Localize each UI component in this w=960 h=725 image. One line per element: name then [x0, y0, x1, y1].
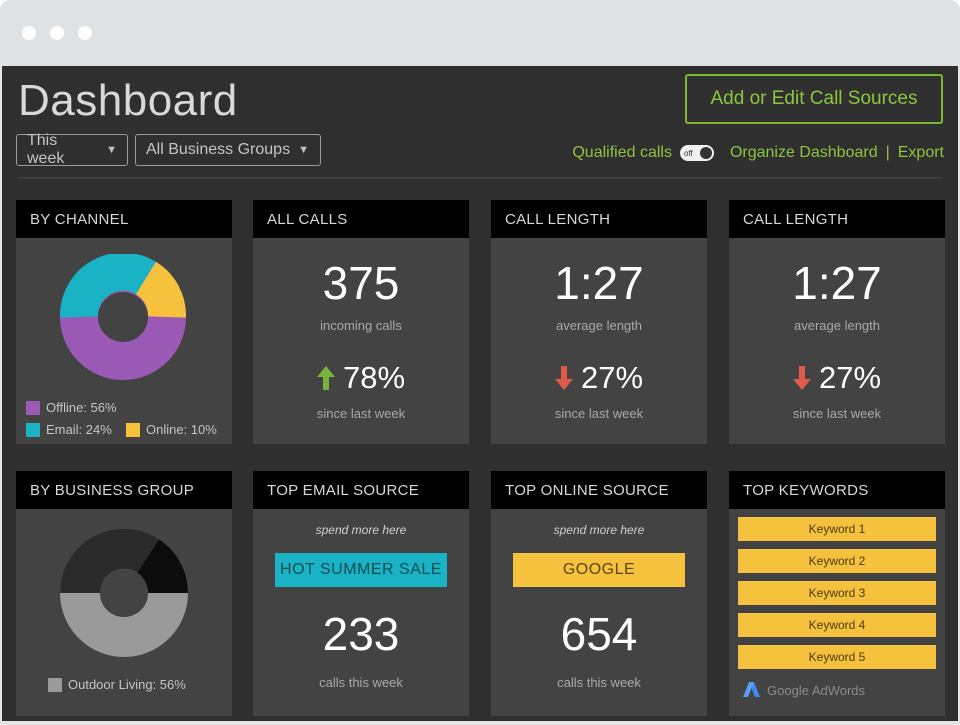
window-dot-icon: [50, 26, 64, 40]
business-group-select-value: All Business Groups: [146, 141, 291, 158]
change-label: since last week: [792, 406, 882, 421]
toggle-knob: [699, 147, 712, 159]
arrow-down-icon: [792, 366, 811, 390]
window-titlebar: [0, 0, 960, 66]
toggle-state-label: off: [683, 148, 693, 158]
legend-swatch: [26, 400, 40, 415]
chevron-down-icon: ▼: [106, 144, 117, 156]
legend-item-email: Email: 24%: [26, 422, 112, 437]
change-label: since last week: [316, 406, 406, 421]
period-select[interactable]: This week ▼: [16, 132, 128, 167]
legend-swatch: [48, 677, 62, 692]
add-edit-call-sources-button[interactable]: Add or Edit Call Sources: [685, 74, 943, 124]
card-title: TOP EMAIL SOURCE: [253, 471, 469, 509]
call-length-card-2: CALL LENGTH 1:27 average length 27% sinc…: [729, 200, 945, 444]
card-title: TOP KEYWORDS: [729, 471, 945, 509]
top-keywords-card: TOP KEYWORDS Keyword 1 Keyword 2 Keyword…: [729, 471, 945, 716]
card-title: TOP ONLINE SOURCE: [491, 471, 707, 509]
top-email-source-card: TOP EMAIL SOURCE spend more here HOT SUM…: [253, 471, 469, 716]
chevron-down-icon: ▼: [298, 144, 309, 156]
metric-change: 78%: [253, 360, 469, 396]
legend-item-online: Online: 10%: [126, 422, 217, 437]
legend-label: Email: 24%: [46, 422, 112, 437]
metric-label: incoming calls: [320, 318, 402, 333]
all-calls-card: ALL CALLS 375 incoming calls 78% since l…: [253, 200, 469, 444]
keyword-item[interactable]: Keyword 2: [738, 549, 936, 573]
call-length-card: CALL LENGTH 1:27 average length 27% sinc…: [491, 200, 707, 444]
google-adwords-logo: Google AdWords: [743, 681, 865, 699]
metric-value: 233: [322, 608, 400, 660]
metric-label: average length: [555, 318, 642, 333]
by-business-group-card: BY BUSINESS GROUP Outdoor Living: 56%: [16, 471, 232, 716]
donut-slice-online: [135, 261, 186, 318]
adwords-brand-label: Google AdWords: [767, 682, 866, 698]
spend-hint: spend more here: [315, 523, 407, 537]
legend-label: Online: 10%: [146, 422, 217, 437]
dashboard-app: Dashboard Add or Edit Call Sources This …: [2, 66, 958, 721]
toolbar-links: Qualified calls off Organize Dashboard |…: [572, 142, 944, 164]
change-percent: 78%: [342, 360, 406, 395]
business-group-donut-chart: [60, 529, 188, 657]
hot-summer-sale-source[interactable]: HOT SUMMER SALE: [275, 553, 447, 587]
link-separator: |: [885, 144, 890, 161]
legend-item-offline: Offline: 56%: [26, 400, 117, 415]
legend-label: Outdoor Living: 56%: [68, 677, 186, 692]
keyword-item[interactable]: Keyword 4: [738, 613, 936, 637]
legend-swatch: [126, 422, 140, 437]
change-percent: 27%: [818, 360, 882, 395]
keyword-item[interactable]: Keyword 5: [738, 645, 936, 669]
metric-value: 654: [560, 608, 638, 660]
metric-change: 27%: [729, 360, 945, 396]
header-divider: [18, 177, 942, 179]
change-percent: 27%: [580, 360, 644, 395]
adwords-icon: [743, 682, 760, 697]
card-title: ALL CALLS: [253, 200, 469, 238]
window-dot-icon: [22, 26, 36, 40]
export-link[interactable]: Export: [897, 144, 944, 161]
donut-slice-other: [60, 529, 159, 595]
business-group-select[interactable]: All Business Groups ▼: [135, 134, 321, 166]
metric-value: 1:27: [554, 257, 644, 309]
card-title: BY BUSINESS GROUP: [16, 471, 232, 509]
qualified-calls-label: Qualified calls: [572, 144, 672, 161]
keyword-item[interactable]: Keyword 3: [738, 581, 936, 605]
legend-item-outdoor-living: Outdoor Living: 56%: [48, 677, 186, 692]
top-online-source-card: TOP ONLINE SOURCE spend more here GOOGLE…: [491, 471, 707, 716]
change-label: since last week: [554, 406, 644, 421]
metric-label: average length: [793, 318, 880, 333]
donut-slice-other-2: [136, 539, 188, 595]
spend-hint: spend more here: [553, 523, 645, 537]
metric-label: calls this week: [557, 675, 641, 690]
organize-dashboard-link[interactable]: Organize Dashboard: [729, 144, 878, 161]
google-source[interactable]: GOOGLE: [513, 553, 685, 587]
arrow-up-icon: [316, 366, 335, 390]
page-title: Dashboard: [18, 76, 238, 125]
arrow-down-icon: [554, 366, 573, 390]
card-title: CALL LENGTH: [729, 200, 945, 238]
by-channel-card: BY CHANNEL Offline: 56% Email: 24%: [16, 200, 232, 444]
qualified-calls-toggle[interactable]: off: [679, 145, 714, 161]
metric-change: 27%: [491, 360, 707, 396]
keyword-item[interactable]: Keyword 1: [738, 517, 936, 541]
legend-label: Offline: 56%: [46, 400, 117, 415]
metric-label: calls this week: [319, 675, 403, 690]
card-title: BY CHANNEL: [16, 200, 232, 238]
card-title: CALL LENGTH: [491, 200, 707, 238]
donut-slice-email: [60, 254, 156, 318]
channel-donut-chart: [60, 254, 186, 380]
metric-value: 375: [322, 257, 400, 309]
metric-value: 1:27: [792, 257, 882, 309]
legend-swatch: [26, 422, 40, 437]
window-dot-icon: [78, 26, 92, 40]
period-select-value: This week: [27, 132, 65, 167]
